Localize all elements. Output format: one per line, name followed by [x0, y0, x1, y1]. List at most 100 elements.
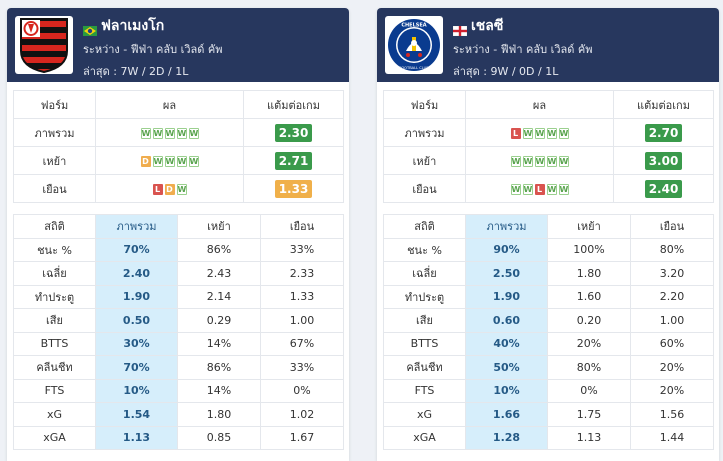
- stats-row: ชนะ % 90% 100% 80%: [383, 237, 714, 262]
- stats-row: ชนะ % 70% 86% 33%: [13, 237, 344, 262]
- away-value: 2.33: [260, 261, 344, 286]
- result-header: ผล: [95, 90, 244, 119]
- overall-value: 40%: [465, 331, 548, 356]
- overall-value: 1.13: [95, 425, 178, 450]
- overall-value: 2.50: [465, 261, 548, 286]
- form-row-label: เหย้า: [13, 146, 96, 175]
- chelsea-crest-icon: CHELSEA FOOTBALL CLUB: [387, 18, 441, 72]
- away-header: เยือน: [260, 214, 344, 239]
- stats-row-label: FTS: [383, 378, 466, 403]
- result-badge-w: W: [546, 183, 557, 195]
- stats-row: คลีนชีท 50% 80% 20%: [383, 355, 714, 380]
- stats-row-label: BTTS: [383, 331, 466, 356]
- stats-row: เสีย 0.50 0.29 1.00: [13, 308, 344, 333]
- home-value: 1.80: [177, 402, 261, 427]
- team-name[interactable]: ฟลาเมงโก: [101, 18, 165, 34]
- away-value: 1.00: [630, 308, 714, 333]
- points-badge: 2.40: [644, 179, 683, 198]
- points-cell: 2.40: [613, 174, 714, 203]
- overall-value: 1.90: [95, 284, 178, 309]
- overall-header: ภาพรวม: [465, 214, 548, 239]
- team-card-flamengo: ฟลาเมงโก ระหว่าง - ฟีฟ่า คลับ เวิลด์ คัพ…: [7, 8, 349, 461]
- home-value: 1.13: [547, 425, 631, 450]
- form-row-label: ภาพรวม: [13, 118, 96, 147]
- stats-row-label: FTS: [13, 378, 96, 403]
- overall-value: 0.50: [95, 308, 178, 333]
- points-badge: 1.33: [274, 179, 313, 198]
- overall-value: 1.90: [465, 284, 548, 309]
- result-badge-w: W: [164, 127, 175, 139]
- overall-value: 90%: [465, 237, 548, 262]
- points-header: แต้มต่อเกม: [613, 90, 714, 119]
- result-badge-w: W: [558, 155, 569, 167]
- stats-row: เฉลี่ย 2.50 1.80 3.20: [383, 261, 714, 286]
- stats-header: สถิติ: [383, 214, 466, 239]
- home-value: 86%: [177, 355, 261, 380]
- away-value: 1.02: [260, 402, 344, 427]
- stats-row: เฉลี่ย 2.40 2.43 2.33: [13, 261, 344, 286]
- home-header: เหย้า: [547, 214, 631, 239]
- overall-header: ภาพรวม: [95, 214, 178, 239]
- result-badge-w: W: [176, 127, 187, 139]
- home-value: 14%: [177, 378, 261, 403]
- result-badge-w: W: [522, 155, 533, 167]
- overall-value: 70%: [95, 355, 178, 380]
- team-logo: CHELSEA FOOTBALL CLUB: [385, 16, 443, 74]
- result-badge-l: L: [534, 183, 545, 195]
- svg-text:FOOTBALL CLUB: FOOTBALL CLUB: [399, 66, 429, 70]
- away-value: 1.33: [260, 284, 344, 309]
- stats-row: FTS 10% 14% 0%: [13, 378, 344, 403]
- stats-row: ทำประตู 1.90 2.14 1.33: [13, 284, 344, 309]
- stats-row-label: ชนะ %: [13, 237, 96, 262]
- away-value: 60%: [630, 331, 714, 356]
- stats-row-label: คลีนชีท: [13, 355, 96, 380]
- home-value: 0.20: [547, 308, 631, 333]
- result-badge-w: W: [152, 155, 163, 167]
- away-value: 80%: [630, 237, 714, 262]
- stats-header-row: สถิติ ภาพรวม เหย้า เยือน: [383, 214, 714, 239]
- away-value: 67%: [260, 331, 344, 356]
- stats-row: xG 1.54 1.80 1.02: [13, 402, 344, 427]
- stats-row-label: xGA: [383, 425, 466, 450]
- result-badge-w: W: [534, 127, 545, 139]
- stats-row: FTS 10% 0% 20%: [383, 378, 714, 403]
- result-badge-w: W: [510, 155, 521, 167]
- home-value: 2.43: [177, 261, 261, 286]
- stats-row: BTTS 40% 20% 60%: [383, 331, 714, 356]
- team-name[interactable]: เชลซี: [471, 18, 504, 34]
- points-cell: 1.33: [243, 174, 344, 203]
- overall-value: 70%: [95, 237, 178, 262]
- points-badge: 2.70: [644, 123, 683, 142]
- last-results-summary: ล่าสุด : 7W / 2D / 1L: [83, 65, 189, 78]
- points-cell: 3.00: [613, 146, 714, 175]
- result-badge-w: W: [546, 155, 557, 167]
- points-cell: 2.30: [243, 118, 344, 147]
- points-badge: 2.71: [274, 151, 313, 170]
- result-badge-d: D: [140, 155, 151, 167]
- home-value: 86%: [177, 237, 261, 262]
- brazil-flag-icon: [83, 21, 97, 36]
- home-value: 80%: [547, 355, 631, 380]
- away-value: 33%: [260, 355, 344, 380]
- result-badge-l: L: [510, 127, 521, 139]
- result-badge-w: W: [140, 127, 151, 139]
- form-header-row: ฟอร์ม ผล แต้มต่อเกม: [13, 90, 344, 119]
- form-header: ฟอร์ม: [13, 90, 96, 119]
- away-value: 3.20: [630, 261, 714, 286]
- home-value: 0%: [547, 378, 631, 403]
- england-flag-icon: [452, 21, 468, 37]
- home-value: 100%: [547, 237, 631, 262]
- stats-row-label: เฉลี่ย: [13, 261, 96, 286]
- stats-row: BTTS 30% 14% 67%: [13, 331, 344, 356]
- points-cell: 2.70: [613, 118, 714, 147]
- overall-value: 1.66: [465, 402, 548, 427]
- stats-row: xGA 1.13 0.85 1.67: [13, 425, 344, 450]
- stats-row-label: xG: [383, 402, 466, 427]
- overall-value: 10%: [95, 378, 178, 403]
- form-row-label: เยือน: [383, 174, 466, 203]
- stats-row-label: ทำประตู: [13, 284, 96, 309]
